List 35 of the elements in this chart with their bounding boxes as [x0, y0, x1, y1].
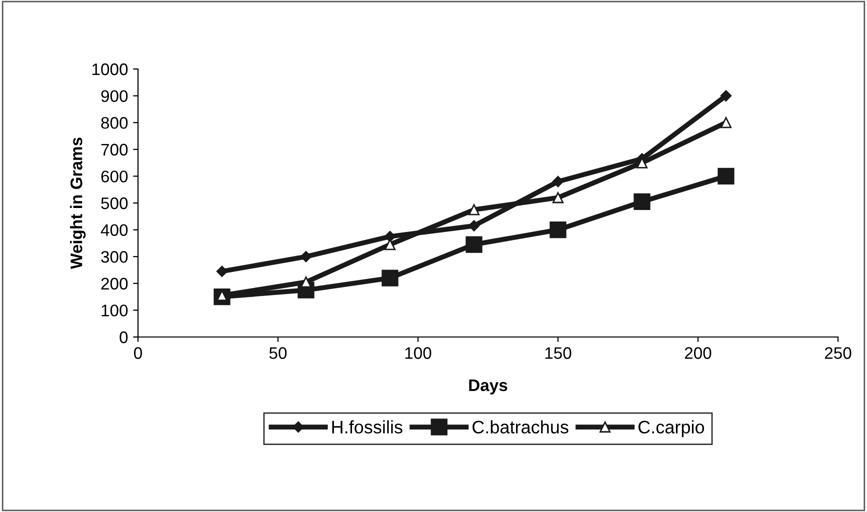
y-tick-label: 600 — [101, 170, 128, 182]
y-tick-label: 300 — [101, 251, 128, 263]
y-tick-label: 900 — [101, 90, 128, 102]
point — [466, 236, 482, 253]
point — [552, 192, 564, 204]
x-tick-label: 150 — [545, 347, 572, 359]
y-tick-label: 700 — [101, 144, 128, 156]
point — [720, 117, 732, 128]
point — [216, 266, 228, 277]
legend-label: C.batrachus — [472, 420, 568, 434]
point — [550, 221, 566, 238]
point — [382, 270, 398, 286]
point — [634, 193, 650, 210]
x-tick-label: 250 — [824, 347, 852, 359]
y-tick-label: 100 — [102, 304, 128, 316]
y-tick-label: 800 — [101, 117, 128, 129]
point — [468, 220, 480, 232]
x-tick-label: 50 — [269, 347, 287, 359]
x-tick-label: 0 — [134, 347, 142, 359]
x-tick-label: 100 — [405, 347, 432, 359]
legend-label: C.carpio — [638, 420, 704, 438]
y-tick-label: 1000 — [92, 63, 128, 76]
x-tick-label: 200 — [684, 347, 712, 359]
point — [718, 168, 734, 185]
point — [468, 204, 480, 216]
point — [720, 90, 732, 102]
y-tick-label: 500 — [101, 197, 128, 210]
y-tick-label: 0 — [120, 331, 128, 344]
y-axis-title: Weight in Grams — [70, 138, 86, 270]
point — [552, 176, 564, 188]
point — [300, 250, 312, 262]
x-axis-title: Days — [469, 380, 508, 394]
y-tick-label: 400 — [100, 224, 128, 236]
legend-label: H.fossilis — [332, 420, 402, 434]
y-tick-label: 200 — [101, 278, 128, 290]
